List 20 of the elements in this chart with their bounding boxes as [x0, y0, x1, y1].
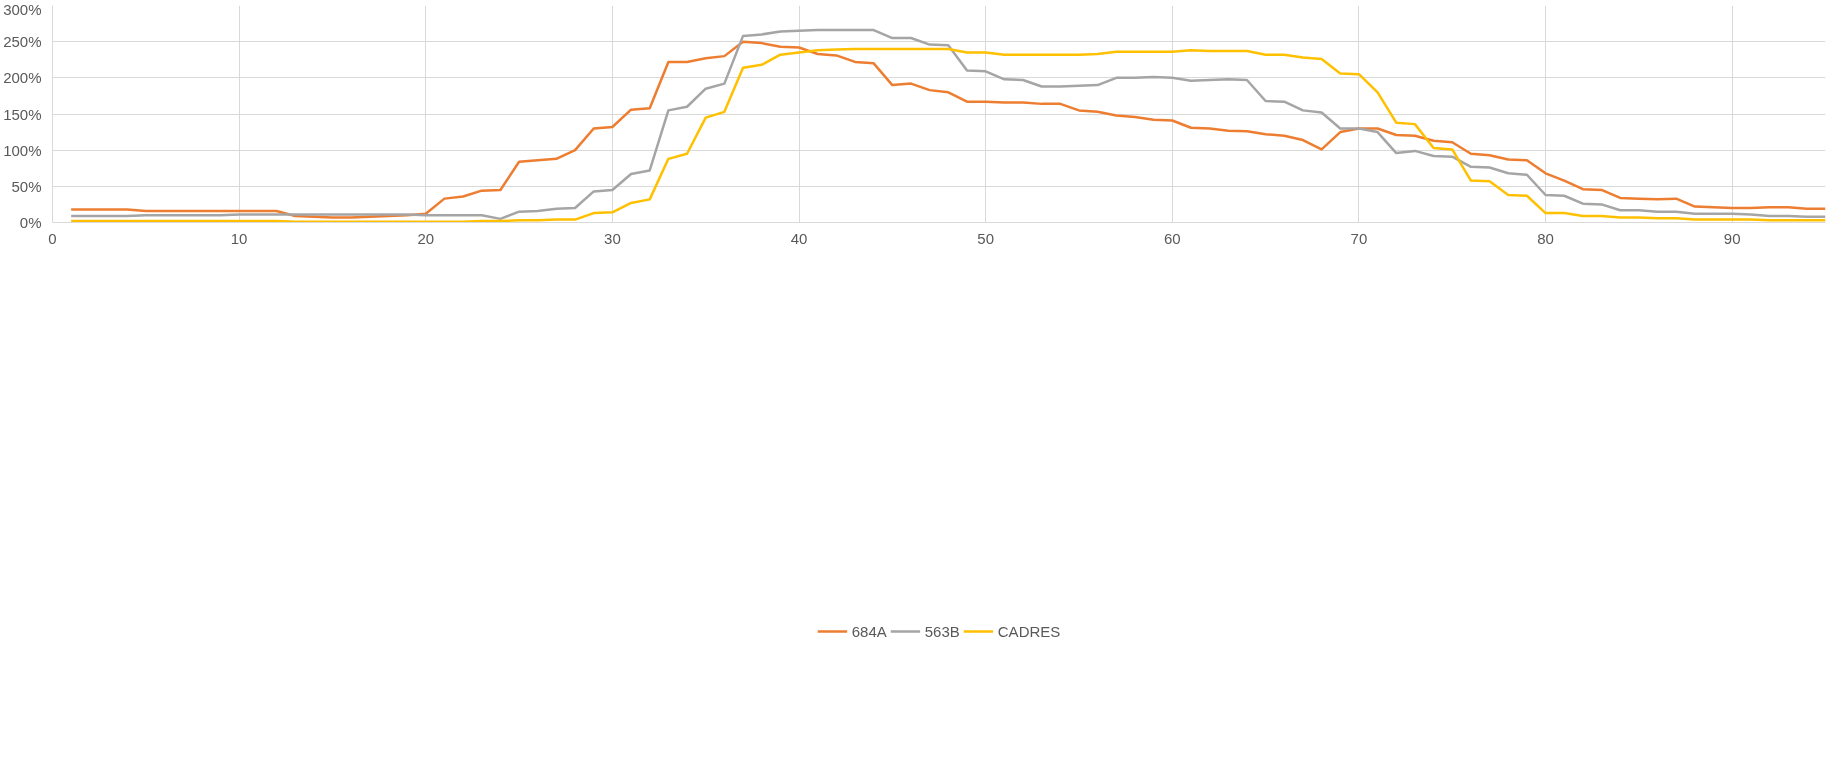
legend-label: 684A — [851, 622, 887, 640]
x-tick-label: 90 — [1723, 229, 1741, 247]
x-tick-label: 80 — [1537, 229, 1554, 247]
x-tick-label: 60 — [1163, 229, 1181, 247]
y-tick-label: 0% — [19, 214, 42, 231]
legend-label: CADRES — [997, 622, 1061, 640]
y-tick-label: 250% — [3, 33, 42, 51]
x-tick-label: 50 — [977, 229, 994, 247]
x-tick-label: 70 — [1350, 229, 1368, 247]
x-tick-label: 10 — [230, 229, 248, 247]
y-tick-label: 200% — [3, 69, 42, 87]
x-tick-label: 20 — [417, 229, 435, 247]
y-tick-label: 150% — [3, 105, 42, 123]
x-tick-label: 0 — [48, 229, 57, 247]
x-tick-label: 30 — [604, 229, 621, 247]
x-tick-label: 40 — [790, 229, 808, 247]
y-tick-label: 100% — [3, 141, 42, 159]
y-tick-label: 50% — [11, 177, 42, 195]
legend-label: 563B — [924, 622, 960, 640]
y-tick-label: 300% — [3, 0, 42, 18]
